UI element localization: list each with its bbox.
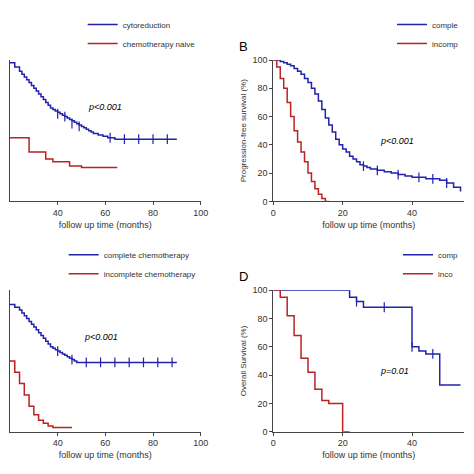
svg-text:40: 40 (258, 140, 268, 150)
svg-text:p=0.01: p=0.01 (380, 366, 409, 376)
svg-text:20: 20 (258, 168, 268, 178)
svg-text:40: 40 (407, 208, 417, 218)
svg-text:0: 0 (271, 438, 276, 448)
svg-text:p<0.001: p<0.001 (88, 102, 122, 112)
svg-text:20: 20 (338, 208, 348, 218)
svg-text:Progression-free survival (%): Progression-free survival (%) (239, 79, 248, 182)
svg-text:0: 0 (263, 427, 268, 437)
svg-text:60: 60 (100, 438, 110, 448)
svg-text:0: 0 (263, 197, 268, 207)
svg-text:D: D (239, 269, 248, 284)
svg-text:B: B (239, 39, 248, 54)
svg-text:cytoreduction: cytoreduction (123, 21, 171, 30)
svg-text:100: 100 (252, 285, 267, 295)
svg-text:follow up time (months): follow up time (months) (59, 220, 152, 230)
svg-text:complete chemotherapy: complete chemotherapy (104, 251, 189, 260)
svg-text:100: 100 (193, 438, 208, 448)
svg-text:20: 20 (258, 399, 268, 409)
svg-text:40: 40 (407, 438, 417, 448)
svg-text:comp: comp (438, 251, 458, 260)
svg-text:incomplete chemotherapy: incomplete chemotherapy (104, 270, 196, 279)
svg-text:80: 80 (148, 208, 158, 218)
svg-text:0: 0 (271, 208, 276, 218)
svg-text:20: 20 (338, 438, 348, 448)
svg-text:Overall Survival (%): Overall Survival (%) (239, 325, 248, 396)
svg-text:80: 80 (258, 314, 268, 324)
svg-text:40: 40 (258, 370, 268, 380)
svg-text:100: 100 (252, 55, 267, 65)
svg-text:40: 40 (53, 208, 63, 218)
svg-text:p<0.001: p<0.001 (84, 332, 118, 342)
svg-text:80: 80 (258, 83, 268, 93)
svg-text:follow up time (months): follow up time (months) (59, 450, 152, 460)
svg-text:comple: comple (432, 21, 458, 30)
svg-text:chemotherapy naive: chemotherapy naive (123, 40, 196, 49)
svg-text:incomp: incomp (432, 40, 458, 49)
svg-text:follow up time (months): follow up time (months) (322, 450, 415, 460)
svg-text:inco: inco (438, 270, 453, 279)
svg-text:100: 100 (193, 208, 208, 218)
svg-text:80: 80 (148, 438, 158, 448)
svg-text:40: 40 (53, 438, 63, 448)
svg-text:60: 60 (258, 342, 268, 352)
svg-text:60: 60 (100, 208, 110, 218)
svg-text:60: 60 (258, 112, 268, 122)
svg-text:p<0.001: p<0.001 (380, 136, 414, 146)
svg-text:follow up time (months): follow up time (months) (322, 220, 415, 230)
